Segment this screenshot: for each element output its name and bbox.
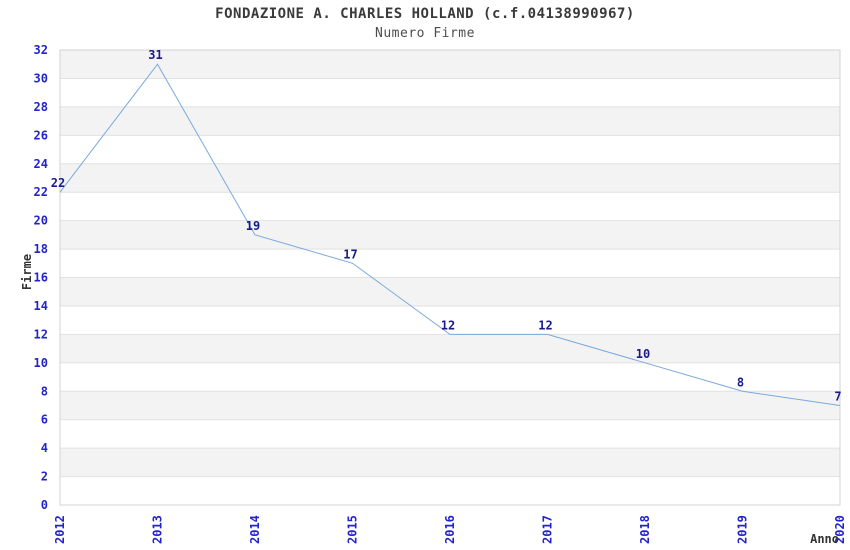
x-tick-label: 2012 — [53, 515, 67, 544]
y-tick-label: 22 — [34, 185, 48, 199]
data-point-label: 12 — [441, 318, 455, 332]
grid-band — [60, 448, 840, 477]
y-tick-label: 4 — [41, 441, 48, 455]
grid-band — [60, 249, 840, 278]
data-point-label: 22 — [51, 176, 65, 190]
chart-line — [59, 63, 841, 406]
grid-band — [60, 391, 840, 420]
x-tick-label: 2017 — [541, 515, 555, 544]
plot-border — [59, 49, 841, 506]
grid-band — [60, 192, 840, 221]
y-tick-label: 2 — [41, 470, 48, 484]
y-tick-label: 32 — [34, 43, 48, 57]
y-tick-label: 20 — [34, 214, 48, 228]
x-axis-title: Anno — [810, 532, 839, 546]
y-tick-label: 28 — [34, 100, 48, 114]
grid-band — [60, 419, 840, 449]
grid-band — [60, 106, 840, 136]
grid-band — [60, 220, 840, 250]
grid-band — [60, 362, 840, 392]
data-point-label: 12 — [538, 318, 552, 332]
y-tick-label: 30 — [34, 71, 48, 85]
grid-band — [60, 163, 840, 193]
y-tick-label: 14 — [34, 299, 48, 313]
data-point-label: 31 — [148, 48, 162, 62]
x-tick-label: 2013 — [151, 515, 165, 544]
data-point-label: 7 — [834, 389, 841, 403]
x-tick-label: 2014 — [248, 515, 262, 544]
grid-band — [60, 135, 840, 164]
x-tick-label: 2018 — [638, 515, 652, 544]
grid-band — [60, 305, 840, 335]
data-point-label: 17 — [343, 247, 357, 261]
y-tick-label: 0 — [41, 498, 48, 512]
y-tick-label: 16 — [34, 271, 48, 285]
chart-subtitle: Numero Firme — [375, 26, 475, 41]
grid-band — [60, 277, 840, 306]
y-tick-label: 18 — [34, 242, 48, 256]
x-tick-label: 2016 — [443, 515, 457, 544]
chart-title: FONDAZIONE A. CHARLES HOLLAND (c.f.04138… — [215, 6, 635, 22]
x-tick-label: 2019 — [736, 515, 750, 544]
x-tick-label: 2020 — [833, 515, 847, 544]
grid-band — [60, 334, 840, 363]
x-tick-label: 2015 — [346, 515, 360, 544]
data-point-label: 10 — [636, 347, 650, 361]
y-tick-label: 6 — [41, 413, 48, 427]
grid-band — [60, 78, 840, 107]
y-axis-title: Firme — [20, 254, 34, 290]
data-point-label: 8 — [737, 375, 744, 389]
y-tick-label: 24 — [34, 157, 48, 171]
data-point-label: 19 — [246, 219, 260, 233]
grid-band — [60, 50, 840, 79]
y-tick-label: 26 — [34, 128, 48, 142]
y-tick-label: 12 — [34, 327, 48, 341]
grid-band — [60, 476, 840, 505]
y-tick-label: 8 — [41, 384, 48, 398]
y-tick-label: 10 — [34, 356, 48, 370]
